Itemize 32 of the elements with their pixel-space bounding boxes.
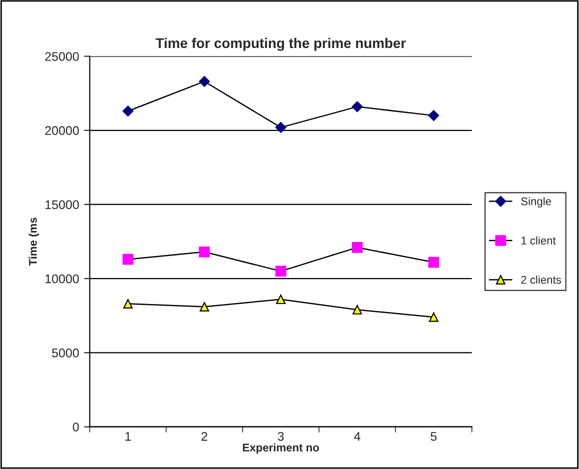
legend-label: Single xyxy=(521,197,552,208)
x-tick-label: 1 xyxy=(125,432,131,441)
point xyxy=(275,266,286,277)
point xyxy=(352,242,363,253)
x-tick-label: 2 xyxy=(202,432,208,441)
y-tick-label: 15000 xyxy=(46,200,79,210)
legend-label: 2 clients xyxy=(521,276,561,284)
y-axis-title: Time (ms xyxy=(28,218,40,266)
point xyxy=(198,76,210,87)
y-tick-label: 20000 xyxy=(45,126,79,136)
chart-title: Time for computing the prime number xyxy=(156,38,406,51)
point xyxy=(123,299,133,308)
x-axis-title: Experiment no xyxy=(242,443,319,454)
point xyxy=(352,101,363,112)
y-tick-label: 10000 xyxy=(46,274,79,284)
point xyxy=(428,312,438,322)
y-tick-label: 0 xyxy=(72,422,79,432)
point xyxy=(428,256,440,268)
point xyxy=(428,110,440,122)
x-tick-label: 4 xyxy=(354,432,360,441)
point xyxy=(275,122,286,133)
point xyxy=(352,304,362,314)
y-tick-label: 25000 xyxy=(45,52,79,61)
y-tick-label: 5000 xyxy=(52,348,79,358)
point xyxy=(122,106,134,117)
point xyxy=(198,246,210,258)
point xyxy=(200,302,210,312)
x-tick-label: 5 xyxy=(430,432,437,441)
legend-label: 1 client xyxy=(521,236,556,245)
point xyxy=(276,294,286,304)
x-tick-label: 3 xyxy=(278,432,284,441)
point xyxy=(122,254,134,265)
